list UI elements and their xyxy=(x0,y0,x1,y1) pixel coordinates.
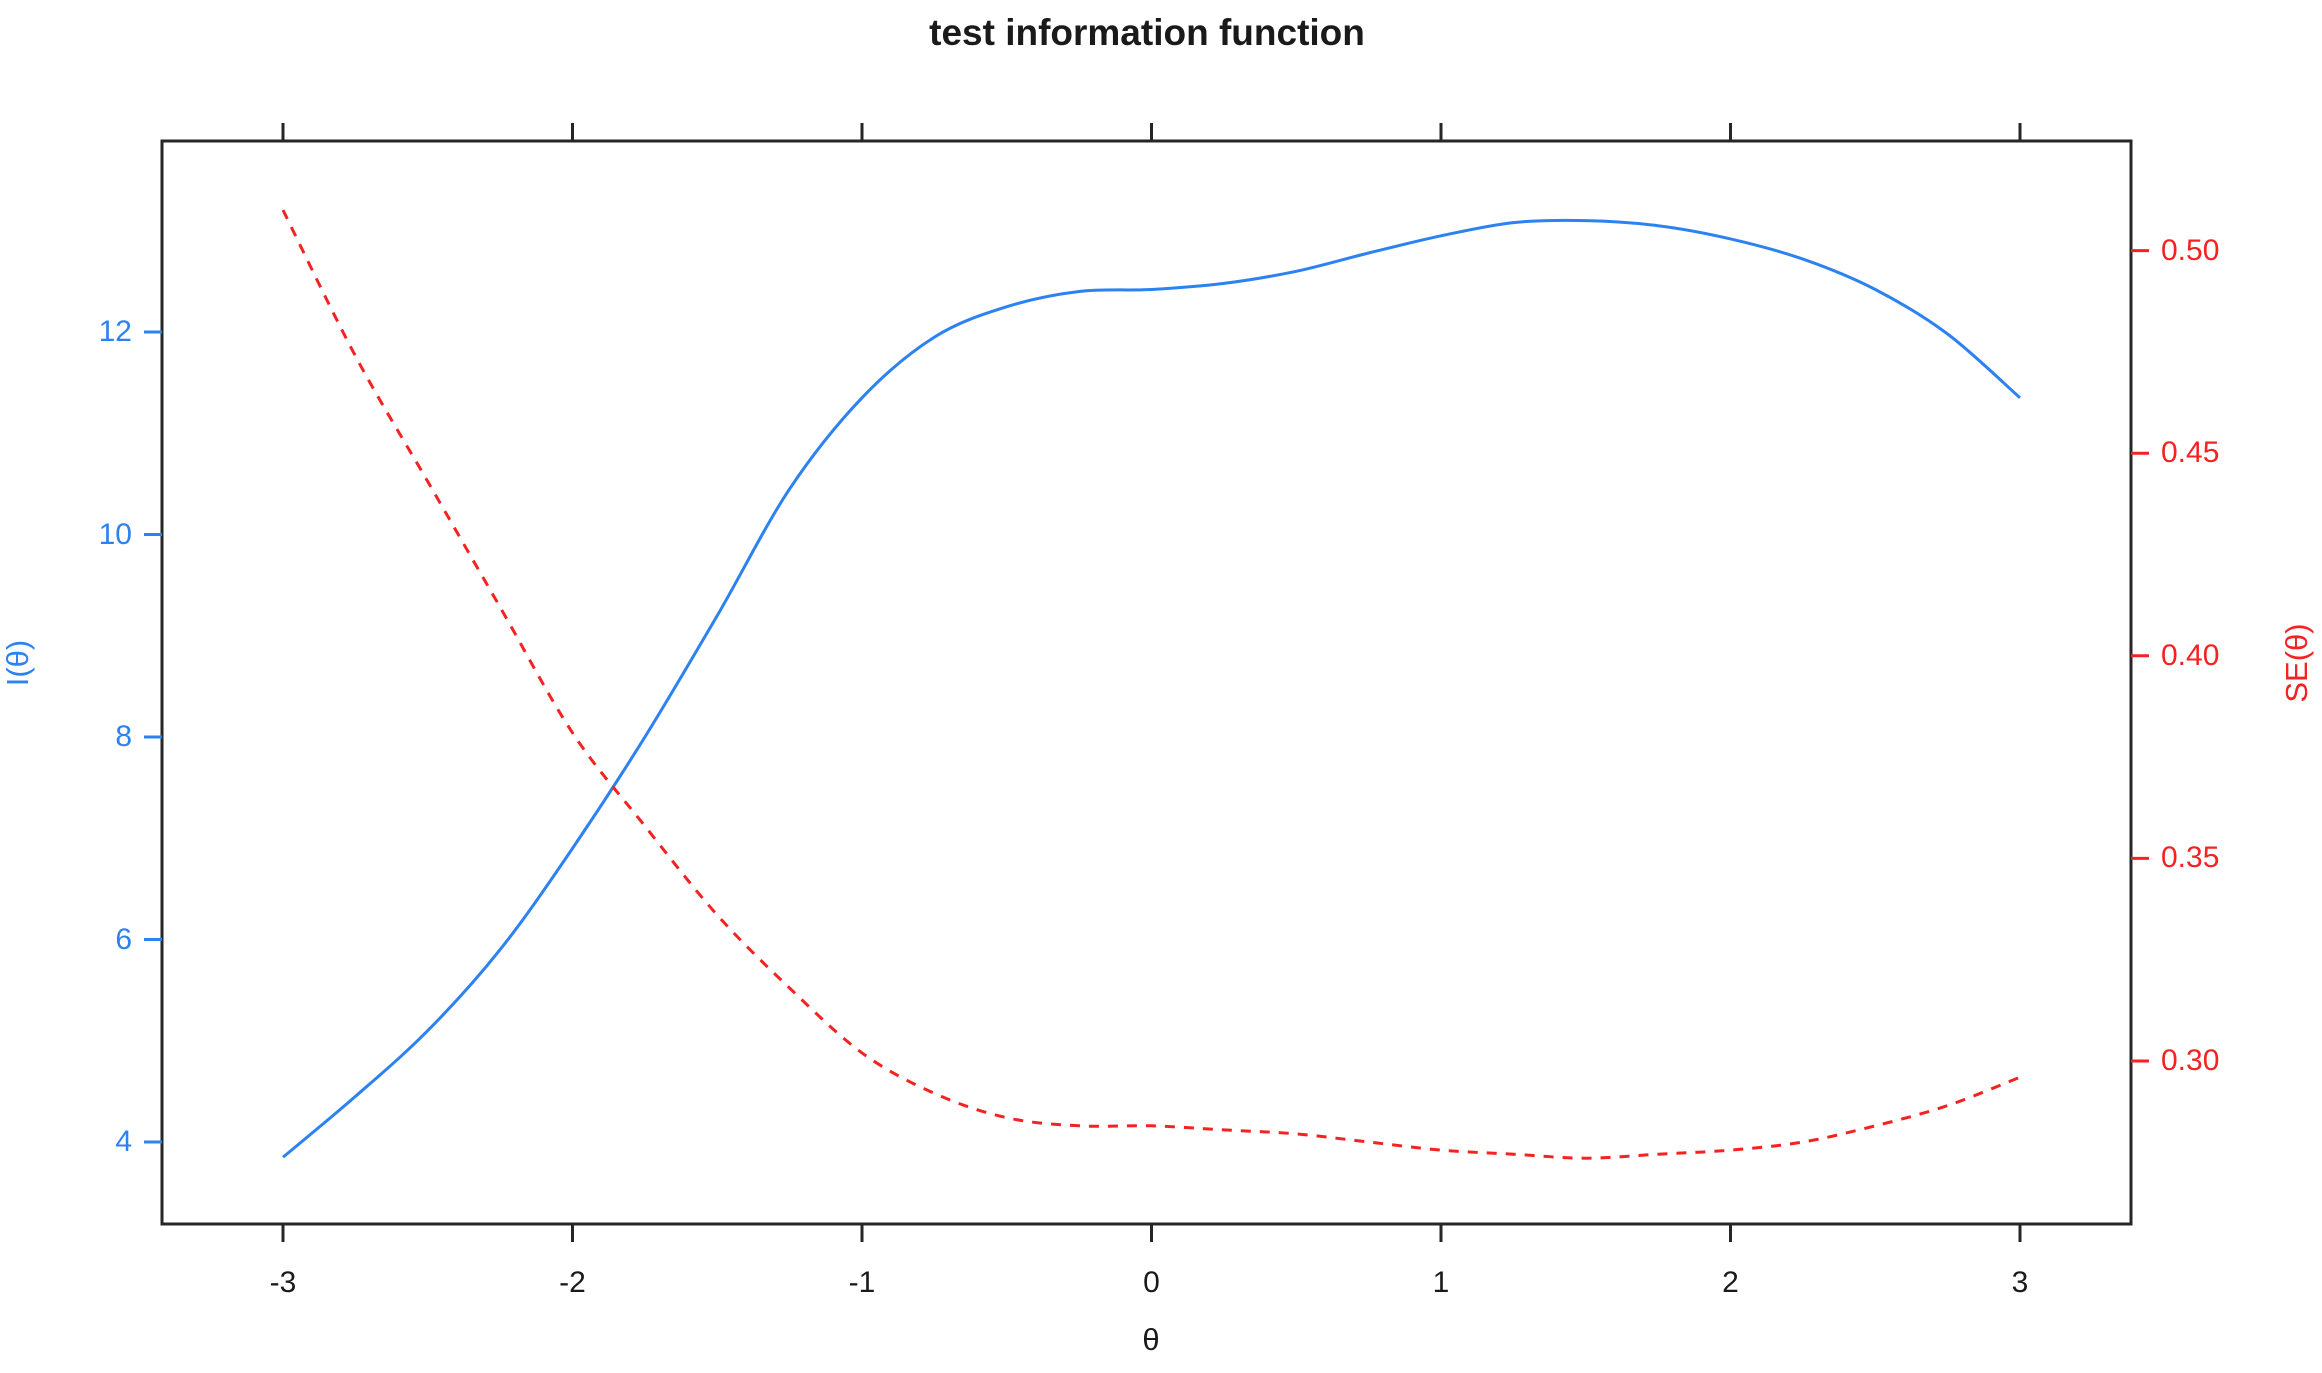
x-tick-label: -2 xyxy=(559,1266,586,1299)
left-tick-label: 4 xyxy=(115,1125,132,1158)
x-tick-label: 3 xyxy=(2011,1266,2029,1299)
right-tick-label: 0.35 xyxy=(2161,841,2220,875)
x-tick-label: 2 xyxy=(1722,1266,1739,1299)
left-tick-label: 6 xyxy=(115,922,132,956)
x-tick-label: 1 xyxy=(1432,1266,1450,1299)
series-line-information xyxy=(282,218,2021,1159)
right-tick-label: 0.50 xyxy=(2161,233,2220,267)
series-line-standard-error xyxy=(281,209,2021,1160)
x-axis-title: θ xyxy=(1142,1322,1160,1357)
right-tick-label: 0.45 xyxy=(2161,436,2220,470)
right-tick-label: 0.40 xyxy=(2161,638,2220,672)
x-tick-label: -3 xyxy=(269,1266,297,1299)
right-y-axis-title: SE(θ) xyxy=(2279,623,2314,703)
right-tick-label: 0.30 xyxy=(2161,1044,2220,1077)
left-tick-label: 12 xyxy=(98,315,132,348)
x-tick-label: 0 xyxy=(1143,1266,1160,1299)
left-tick-label: 10 xyxy=(98,517,132,551)
left-tick-label: 8 xyxy=(115,720,132,753)
left-y-axis-title: I(θ) xyxy=(0,639,35,687)
x-tick-label: -1 xyxy=(848,1266,876,1299)
plot-border xyxy=(160,139,2133,1226)
chart-title: test information function xyxy=(929,12,1365,53)
